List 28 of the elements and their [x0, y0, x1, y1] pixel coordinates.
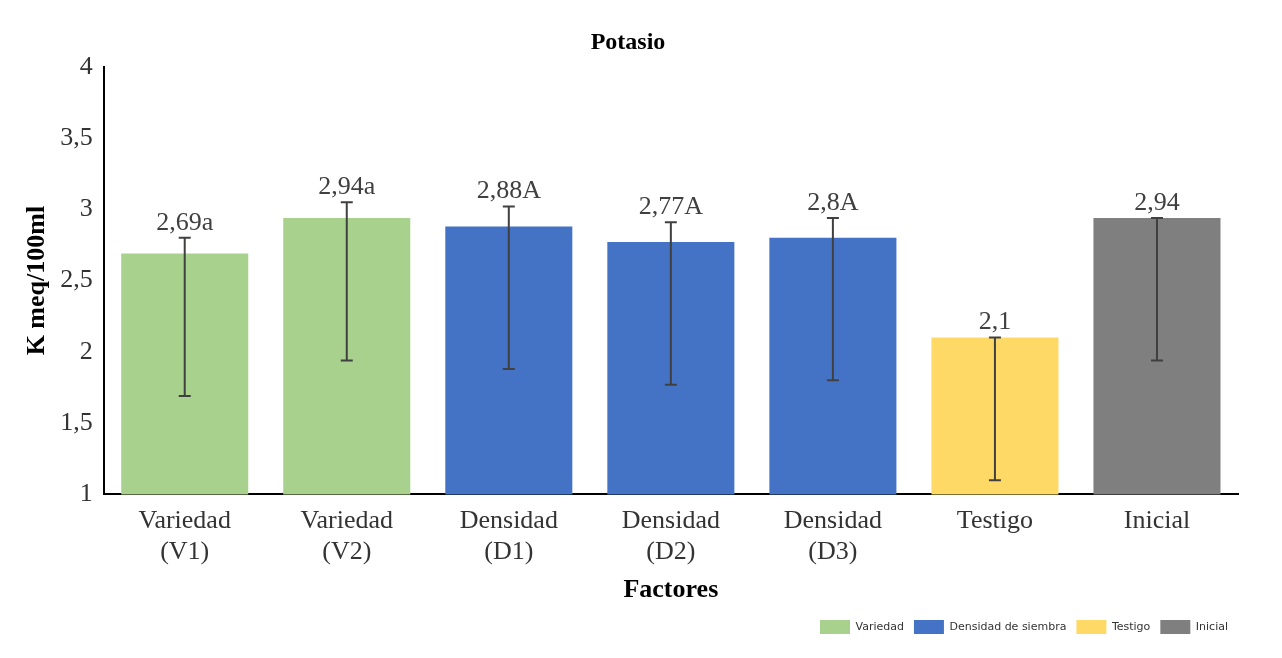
legend-label: Inicial — [1195, 619, 1229, 633]
y-axis-title: K meq/100ml — [21, 205, 51, 356]
y-tick-label: 4 — [79, 50, 93, 80]
x-tick-label: Densidad (D2) — [621, 504, 720, 566]
data-label: 2,88A — [476, 175, 542, 205]
data-label: 2,8A — [807, 186, 859, 216]
y-tick-label: 1 — [79, 478, 93, 508]
x-tick-label: Testigo — [956, 504, 1034, 534]
legend-label: Testigo — [1110, 619, 1151, 633]
x-tick-label: Variedad (V2) — [300, 504, 393, 566]
legend-label: Variedad — [855, 619, 904, 633]
data-label: 2,94 — [1134, 186, 1180, 216]
data-label: 2,1 — [978, 306, 1012, 336]
y-tick-label: 2 — [79, 335, 93, 365]
data-label: 2,77A — [638, 190, 704, 220]
x-tick-label: Densidad (D1) — [459, 504, 558, 566]
y-tick-label: 2,5 — [60, 264, 93, 294]
x-tick-label: Inicial — [1123, 504, 1191, 534]
x-axis-title: Factores — [623, 574, 719, 604]
x-tick-label: Densidad (D3) — [783, 504, 882, 566]
y-tick-label: 3 — [79, 193, 93, 223]
legend-label: Densidad de siembra — [949, 619, 1067, 633]
chart-title: Potasio — [590, 27, 666, 54]
data-label: 2,94a — [318, 171, 376, 201]
data-label: 2,69a — [156, 206, 214, 236]
x-tick-label: Variedad (V1) — [138, 504, 231, 566]
y-tick-label: 1,5 — [60, 406, 93, 436]
y-tick-label: 3,5 — [60, 121, 93, 151]
